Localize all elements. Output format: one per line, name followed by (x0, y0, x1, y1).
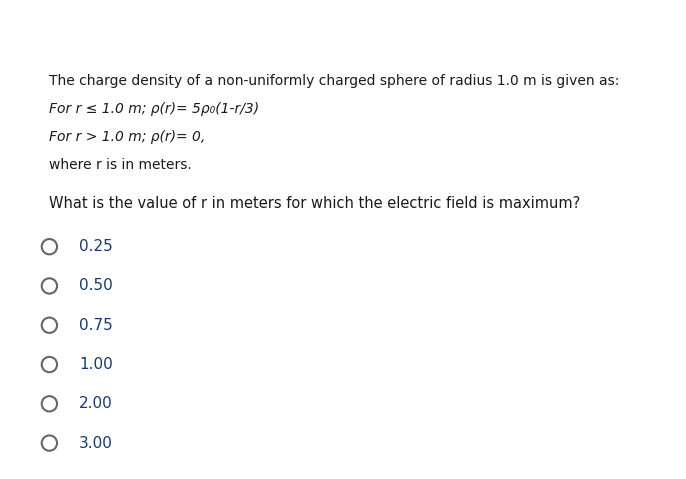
Text: 0.25: 0.25 (79, 239, 113, 254)
Text: 0.75: 0.75 (79, 318, 113, 333)
Text: where r is in meters.: where r is in meters. (49, 158, 192, 171)
Text: For r > 1.0 m; ρ(r)= 0,: For r > 1.0 m; ρ(r)= 0, (49, 130, 206, 144)
Text: For r ≤ 1.0 m; ρ(r)= 5ρ₀(1-r/3): For r ≤ 1.0 m; ρ(r)= 5ρ₀(1-r/3) (49, 102, 259, 116)
Text: What is the value of r in meters for which the electric field is maximum?: What is the value of r in meters for whi… (49, 196, 580, 211)
Text: 1.00: 1.00 (79, 357, 113, 372)
Text: 0.50: 0.50 (79, 278, 113, 294)
Text: The charge density of a non-uniformly charged sphere of radius 1.0 m is given as: The charge density of a non-uniformly ch… (49, 74, 619, 88)
Text: 3.00: 3.00 (79, 435, 113, 451)
Text: 2.00: 2.00 (79, 396, 113, 411)
